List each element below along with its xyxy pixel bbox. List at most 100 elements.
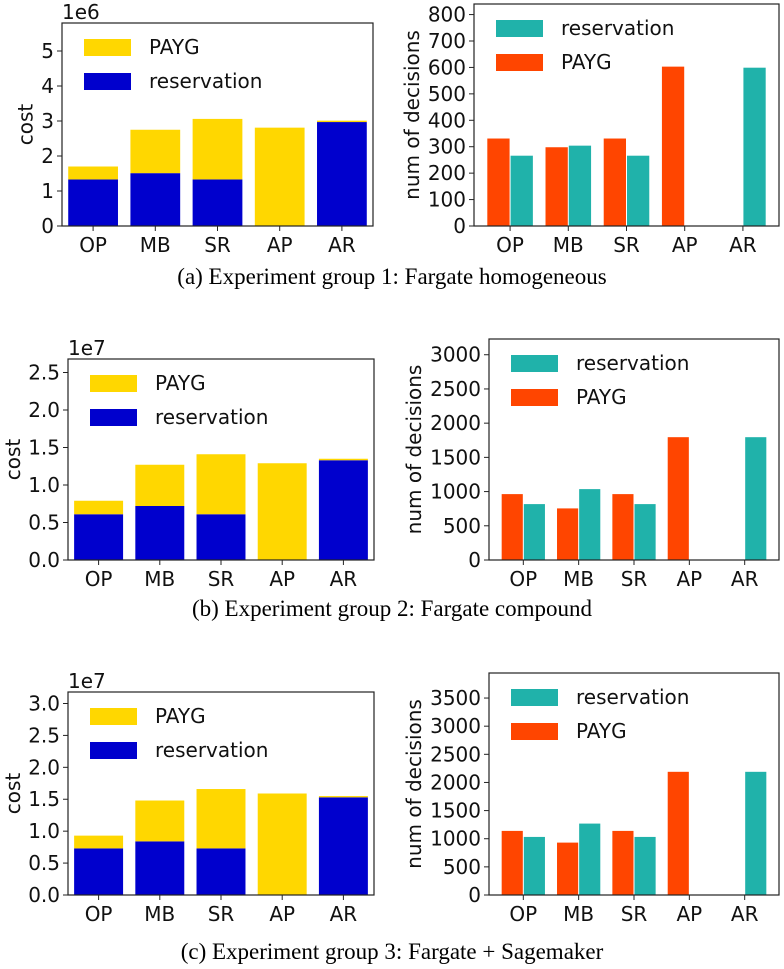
x-tick-label: AP (269, 567, 295, 591)
legend: reservation PAYG (511, 685, 689, 743)
bar-payg-sr (196, 454, 246, 515)
bar-payg-ap (661, 66, 685, 226)
y-tick-label: 0.5 (28, 851, 60, 875)
bar-payg-mb (557, 508, 579, 560)
legend-swatch-payg (511, 723, 558, 740)
legend-swatch-payg (90, 708, 137, 725)
legend-label-payg: PAYG (561, 50, 612, 74)
y-tick-label: 3500 (430, 686, 481, 710)
x-tick-label: SR (621, 902, 648, 926)
bar-payg-sr (603, 138, 626, 226)
x-tick-label: MB (144, 567, 175, 591)
bar-reservation-op (523, 836, 545, 895)
bar-payg-sr (192, 118, 243, 180)
y-offset-label: 1e7 (68, 336, 106, 360)
legend-label-reservation: reservation (155, 405, 268, 429)
bar-payg-sr (196, 789, 246, 849)
y-tick-label: 2.0 (28, 398, 60, 422)
legend-label-payg: PAYG (155, 704, 206, 728)
bar-payg-op (501, 830, 523, 895)
bar-reservation-mb (579, 823, 601, 895)
legend: PAYG reservation (84, 35, 262, 93)
bar-payg-mb (135, 800, 185, 842)
bar-payg-ap (257, 463, 307, 560)
y-tick-label: 3000 (430, 343, 481, 367)
legend-swatch-reservation (84, 73, 131, 90)
x-tick-label: SR (208, 567, 235, 591)
y-offset-label: 1e7 (68, 669, 106, 693)
bar-reservation-op (74, 848, 124, 895)
bar-reservation-mb (135, 841, 185, 895)
y-tick-label: 0.0 (28, 548, 60, 572)
bar-reservation-sr (634, 836, 656, 895)
legend-swatch-payg (511, 389, 558, 406)
x-tick-label: MB (553, 233, 584, 257)
y-tick-label: 300 (428, 135, 466, 159)
legend: PAYG reservation (90, 704, 268, 762)
y-tick-label: 4 (41, 74, 54, 98)
x-tick-label: OP (85, 902, 113, 926)
x-tick-label: AP (269, 902, 295, 926)
y-tick-label: 1000 (430, 827, 481, 851)
bar-reservation-mb (135, 506, 185, 560)
y-tick-label: 0 (41, 214, 54, 238)
x-tick-label: AP (672, 233, 698, 257)
x-tick-label: AR (731, 567, 759, 591)
legend-label-payg: PAYG (576, 719, 627, 743)
chart-g3-decisions: 0 500 1000 1500 2000 2500 3000 3500 OP MB SR AP AR nu… (402, 672, 780, 926)
bar-reservation-mb (130, 173, 181, 226)
legend-swatch-payg (496, 54, 543, 71)
y-tick-label: 2000 (430, 770, 481, 794)
x-tick-label: SR (621, 567, 648, 591)
x-tick-label: AR (731, 902, 759, 926)
legend-label-payg: PAYG (576, 385, 627, 409)
caption-b: (b) Experiment group 2: Fargate compound (191, 596, 593, 621)
y-tick-label: 800 (428, 3, 466, 27)
y-tick-label: 400 (428, 108, 466, 132)
legend-swatch-reservation (90, 409, 137, 426)
legend-label-payg: PAYG (155, 371, 206, 395)
bar-reservation-ar (745, 771, 767, 895)
x-tick-label: MB (140, 233, 171, 257)
x-tick-label: AR (330, 567, 358, 591)
bar-payg-ap (667, 771, 689, 895)
y-tick-label: 700 (428, 29, 466, 53)
y-tick-label: 1.0 (28, 473, 60, 497)
bar-reservation-op (74, 514, 124, 560)
bar-reservation-mb (579, 489, 601, 560)
y-tick-label: 1000 (430, 480, 481, 504)
bar-payg-op (68, 166, 118, 180)
legend-swatch-payg (90, 375, 137, 392)
y-tick-label: 500 (428, 82, 466, 106)
chart-g2-decisions: 0 500 1000 1500 2000 2500 3000 OP MB SR AP AR num of… (402, 338, 780, 591)
y-offset-label: 1e6 (62, 0, 100, 24)
y-axis-label: num of decisions (402, 699, 426, 869)
bar-reservation-ar (318, 460, 368, 560)
caption-a: (a) Experiment group 1: Fargate homogene… (177, 264, 607, 289)
bar-payg-ap (254, 127, 305, 226)
chart-g3-cost: 0.0 0.5 1.0 1.5 2.0 2.5 3.0 OP MB SR AP AR cost 1e7 PA… (1, 669, 375, 926)
bar-payg-mb (557, 842, 579, 895)
bar-payg-ap (667, 437, 689, 560)
y-tick-label: 2 (41, 144, 54, 168)
x-tick-label: SR (613, 233, 640, 257)
legend: PAYG reservation (90, 371, 268, 429)
x-tick-label: MB (563, 902, 594, 926)
y-tick-label: 100 (428, 188, 466, 212)
x-tick-label: OP (79, 233, 107, 257)
legend-label-payg: PAYG (149, 35, 200, 59)
legend-swatch-reservation (511, 355, 558, 372)
y-tick-label: 0 (468, 883, 481, 907)
bar-payg-op (74, 500, 124, 515)
y-tick-label: 3 (41, 109, 54, 133)
bar-payg-mb (135, 464, 185, 506)
y-tick-label: 2.0 (28, 755, 60, 779)
x-tick-label: AR (330, 902, 358, 926)
y-tick-label: 3.0 (28, 691, 60, 715)
legend-swatch-reservation (90, 742, 137, 759)
bar-payg-op (74, 835, 124, 849)
chart-g2-cost: 0.0 0.5 1.0 1.5 2.0 2.5 OP MB SR AP AR cost 1e7 PAYG r… (1, 336, 375, 591)
y-tick-label: 1.5 (28, 787, 60, 811)
bar-reservation-mb (568, 145, 592, 226)
x-tick-label: MB (563, 567, 594, 591)
